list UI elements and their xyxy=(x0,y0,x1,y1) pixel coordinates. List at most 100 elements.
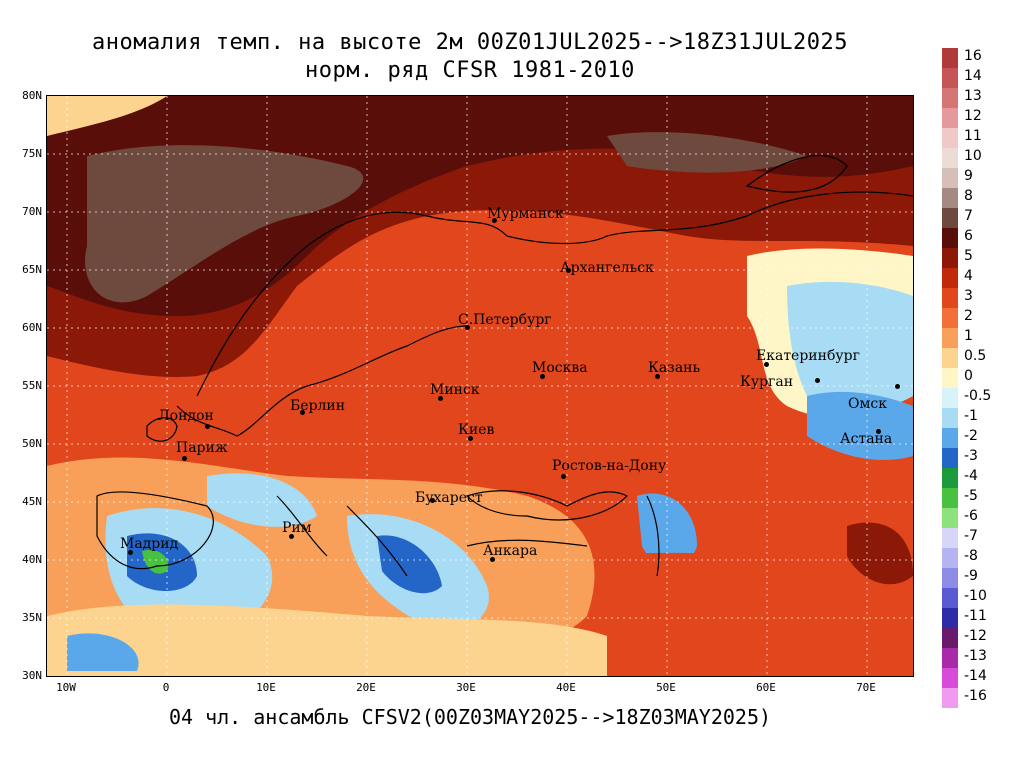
colorbar-label: 14 xyxy=(964,68,982,84)
city-label: Курган xyxy=(740,374,794,390)
latitude-label: 60N xyxy=(22,321,42,334)
latitude-label: 50N xyxy=(22,437,42,450)
greenland-zone xyxy=(47,96,167,136)
longitude-label: 20E xyxy=(356,681,376,694)
barents-anomaly xyxy=(85,145,364,303)
city-marker xyxy=(438,396,443,401)
kazakh-cool-zone xyxy=(807,391,913,460)
city-marker xyxy=(289,534,294,539)
city-label: Омск xyxy=(848,396,887,412)
colorbar-label: 7 xyxy=(964,208,973,224)
city-marker xyxy=(490,557,495,562)
colorbar-swatch xyxy=(942,628,958,648)
siberia-cool-zone xyxy=(787,281,913,411)
colorbar-label: 11 xyxy=(964,128,982,144)
colorbar-swatch xyxy=(942,508,958,528)
colorbar-label: -5 xyxy=(964,488,978,504)
colorbar-swatch xyxy=(942,408,958,428)
colorbar-label: 1 xyxy=(964,328,973,344)
middle-east-zone xyxy=(607,536,913,676)
city-label: С.Петербург xyxy=(458,312,552,328)
ensemble-footer: 04 чл. ансамбль CFSV2(00Z03MAY2025-->18Z… xyxy=(168,705,772,729)
city-label: Берлин xyxy=(290,398,346,414)
city-label: Екатеринбург xyxy=(756,348,860,364)
anomaly-map-canvas xyxy=(47,96,913,676)
city-label: Мурманск xyxy=(487,206,564,222)
city-label: Астана xyxy=(840,431,893,447)
colorbar-swatch xyxy=(942,608,958,628)
colorbar-swatch xyxy=(942,348,958,368)
city-label: Минск xyxy=(430,382,480,398)
city-label: Ростов-на-Дону xyxy=(552,458,667,474)
colorbar-label: 0.5 xyxy=(964,348,987,364)
colorbar-label: -14 xyxy=(964,668,987,684)
colorbar-label: -16 xyxy=(964,688,987,704)
city-label: Анкара xyxy=(483,543,538,559)
colorbar-swatch xyxy=(942,668,958,688)
coastlines xyxy=(96,155,913,577)
colorbar-label: -2 xyxy=(964,428,978,444)
colorbar: 16 14 13 12 11 10 9 8 7 6 5 4 3 2 1 0.5 0 -0.5 -1 -2 -3 -4 -5 -… xyxy=(940,46,1020,726)
city-marker xyxy=(655,374,660,379)
city-marker xyxy=(492,218,497,223)
colorbar-swatch xyxy=(942,448,958,468)
colorbar-label: 2 xyxy=(964,308,973,324)
colorbar-swatch xyxy=(942,268,958,288)
kara-anomaly xyxy=(607,132,807,173)
longitude-label: 0 xyxy=(162,681,170,694)
city-marker xyxy=(764,362,769,367)
colorbar-label: 10 xyxy=(964,148,982,164)
city-marker xyxy=(566,268,571,273)
colorbar-swatch xyxy=(942,288,958,308)
colorbar-label: -13 xyxy=(964,648,987,664)
latitude-label: 75N xyxy=(22,147,42,160)
north-africa-zone xyxy=(47,604,607,676)
colorbar-label: -6 xyxy=(964,508,978,524)
colorbar-label: -7 xyxy=(964,528,978,544)
colorbar-label: -0.5 xyxy=(964,388,992,404)
latitude-label: 70N xyxy=(22,205,42,218)
city-marker xyxy=(895,384,900,389)
latitude-label: 45N xyxy=(22,495,42,508)
city-marker xyxy=(561,474,566,479)
colorbar-label: 6 xyxy=(964,228,973,244)
longitude-label: 40E xyxy=(556,681,576,694)
city-label: Париж xyxy=(176,440,228,456)
latitude-label: 30N xyxy=(22,669,42,682)
colorbar-label: -11 xyxy=(964,608,987,624)
colorbar-swatch xyxy=(942,388,958,408)
colorbar-swatch xyxy=(942,648,958,668)
city-label: Лондон xyxy=(158,408,214,424)
colorbar-label: 0 xyxy=(964,368,973,384)
colorbar-label: 5 xyxy=(964,248,973,264)
city-marker xyxy=(128,550,133,555)
balkan-cold-core xyxy=(377,535,442,594)
city-label: Казань xyxy=(648,360,701,376)
colorbar-label: -8 xyxy=(964,548,978,564)
colorbar-swatch xyxy=(942,248,958,268)
latitude-label: 55N xyxy=(22,379,42,392)
colorbar-swatch xyxy=(942,108,958,128)
colorbar-label: -9 xyxy=(964,568,978,584)
city-marker xyxy=(300,410,305,415)
city-marker xyxy=(815,378,820,383)
city-marker xyxy=(540,374,545,379)
colorbar-swatch xyxy=(942,428,958,448)
colorbar-swatch xyxy=(942,148,958,168)
colorbar-swatch xyxy=(942,328,958,348)
city-label: Рим xyxy=(282,520,312,536)
pamir-hot-zone xyxy=(847,522,913,585)
colorbar-label: -1 xyxy=(964,408,978,424)
longitude-label: 30E xyxy=(456,681,476,694)
colorbar-label: 9 xyxy=(964,168,973,184)
longitude-label: 10W xyxy=(56,681,76,694)
longitude-label: 60E xyxy=(756,681,776,694)
colorbar-swatch xyxy=(942,468,958,488)
colorbar-swatch xyxy=(942,568,958,588)
colorbar-label: 3 xyxy=(964,288,973,304)
colorbar-swatch xyxy=(942,588,958,608)
city-label: Киев xyxy=(458,422,495,438)
city-marker xyxy=(430,498,435,503)
colorbar-swatch xyxy=(942,688,958,708)
colorbar-swatch xyxy=(942,228,958,248)
